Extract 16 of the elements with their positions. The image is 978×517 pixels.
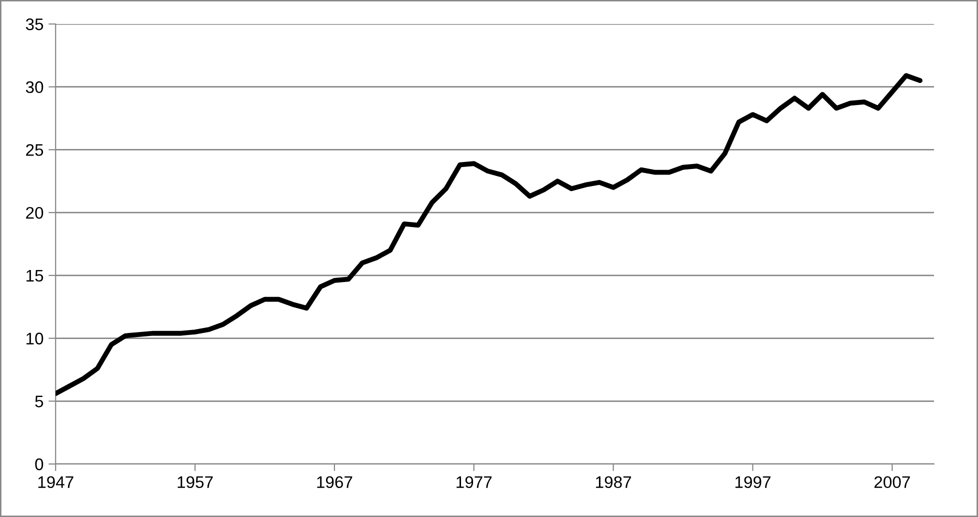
x-tick-label: 1997 [735,476,770,488]
x-tick-label: 1987 [596,476,632,488]
y-tick-label: 5 [35,396,44,408]
y-tick-label: 35 [26,18,44,30]
y-tick-label: 25 [26,144,44,156]
x-tick-label: 1947 [38,476,74,488]
x-tick-label: 1957 [178,476,213,488]
y-tick-label: 30 [26,81,44,94]
line-series [56,73,922,396]
y-tick-label: 10 [26,332,44,344]
x-tick-label: 1967 [317,476,352,488]
x-tick-label: 2007 [874,476,910,488]
y-tick-label: 15 [26,270,44,282]
x-tick-label: 1977 [456,476,492,488]
y-tick-label: 0 [35,458,44,470]
y-tick-label: 20 [26,206,44,219]
